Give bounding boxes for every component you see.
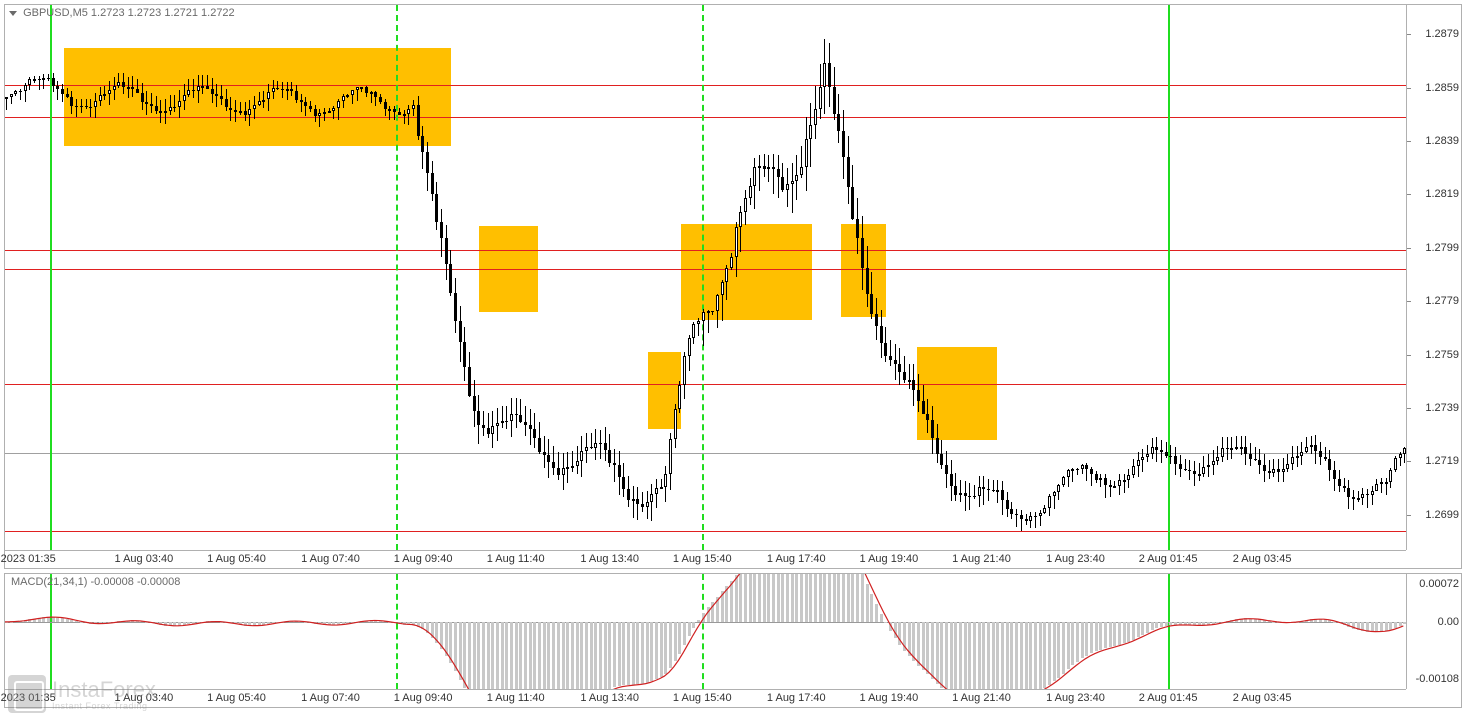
- macd-header: MACD(21,34,1) -0.00008 -0.00008: [11, 576, 180, 588]
- price-x-axis: 31 Jul 2023 01:351 Aug 03:401 Aug 05:401…: [5, 550, 1406, 568]
- chart-menu-triangle-icon[interactable]: [9, 11, 17, 16]
- watermark: InstaForex Instant Forex Trading: [8, 675, 156, 713]
- session-marker-line: [50, 5, 52, 550]
- macd-x-tick: 1 Aug 15:40: [673, 692, 732, 704]
- watermark-brand: InstaForex: [52, 677, 156, 702]
- macd-signal-line: [5, 574, 1406, 689]
- x-tick-label: 2 Aug 03:45: [1233, 553, 1292, 565]
- y-tick-label: 1.2699: [1425, 509, 1459, 521]
- highlight-zone: [917, 347, 997, 440]
- macd-x-tick: 1 Aug 17:40: [767, 692, 826, 704]
- macd-x-tick: 1 Aug 11:40: [487, 692, 545, 704]
- macd-x-tick: 1 Aug 19:40: [860, 692, 919, 704]
- x-tick-label: 1 Aug 07:40: [301, 553, 360, 565]
- price-level-line: [5, 269, 1406, 270]
- y-tick-label: 1.2759: [1425, 349, 1459, 361]
- y-tick-label: 1.2799: [1425, 242, 1459, 254]
- chart-ohlc: 1.2723 1.2723 1.2721 1.2722: [91, 7, 235, 19]
- y-tick-label: 1.2779: [1425, 295, 1459, 307]
- y-tick-label: 1.2879: [1425, 28, 1459, 40]
- chart-header: GBPUSD,M5 1.2723 1.2723 1.2721 1.2722: [9, 7, 235, 19]
- price-chart: GBPUSD,M5 1.2723 1.2723 1.2721 1.2722 1.…: [4, 4, 1462, 569]
- macd-y-tick: -0.00108: [1416, 673, 1459, 685]
- x-tick-label: 1 Aug 19:40: [860, 553, 919, 565]
- price-level-line: [5, 85, 1406, 86]
- price-y-axis: 1.2879 1.2859 1.2839 1.2819 1.2799 1.2779 1.27…: [1406, 5, 1461, 550]
- chart-symbol: GBPUSD,M5: [23, 7, 88, 19]
- x-tick-label: 1 Aug 17:40: [767, 553, 826, 565]
- macd-x-tick: 1 Aug 05:40: [207, 692, 266, 704]
- macd-panel: MACD(21,34,1) -0.00008 -0.00008 0.000720…: [4, 573, 1462, 708]
- session-marker-line: [1168, 5, 1170, 550]
- x-tick-label: 1 Aug 03:40: [115, 553, 174, 565]
- macd-x-axis: 31 Jul 2023 01:351 Aug 03:401 Aug 05:401…: [5, 689, 1406, 707]
- x-tick-label: 1 Aug 21:40: [952, 553, 1011, 565]
- x-tick-label: 2 Aug 01:45: [1139, 553, 1198, 565]
- x-tick-label: 1 Aug 11:40: [487, 553, 545, 565]
- macd-values: -0.00008 -0.00008: [90, 576, 180, 588]
- macd-y-axis: 0.00072 0.00 -0.00108: [1406, 574, 1461, 689]
- macd-y-tick: 0.00: [1438, 616, 1459, 628]
- highlight-zone: [64, 48, 451, 147]
- macd-x-tick: 1 Aug 13:40: [580, 692, 639, 704]
- current-price-line: [5, 453, 1406, 454]
- highlight-zone: [681, 224, 811, 320]
- price-area[interactable]: 1.28601.28481.27981.27911.27481.26931.27…: [5, 5, 1406, 550]
- event-marker-line: [396, 5, 398, 550]
- watermark-tagline: Instant Forex Trading: [52, 701, 156, 711]
- price-level-line: [5, 117, 1406, 118]
- price-level-line: [5, 531, 1406, 532]
- macd-x-tick: 1 Aug 07:40: [301, 692, 360, 704]
- x-tick-label: 31 Jul 2023 01:35: [0, 553, 56, 565]
- price-level-line: [5, 384, 1406, 385]
- event-marker-line: [702, 5, 704, 550]
- y-tick-label: 1.2719: [1425, 455, 1459, 467]
- x-tick-label: 1 Aug 13:40: [580, 553, 639, 565]
- macd-x-tick: 2 Aug 01:45: [1139, 692, 1198, 704]
- x-tick-label: 1 Aug 23:40: [1046, 553, 1105, 565]
- y-tick-label: 1.2739: [1425, 402, 1459, 414]
- x-tick-label: 1 Aug 15:40: [673, 553, 732, 565]
- macd-x-tick: 1 Aug 21:40: [952, 692, 1011, 704]
- watermark-logo-icon: [8, 675, 46, 713]
- price-level-line: [5, 250, 1406, 251]
- macd-title: MACD(21,34,1): [11, 576, 87, 588]
- macd-x-tick: 1 Aug 09:40: [394, 692, 453, 704]
- y-tick-label: 1.2859: [1425, 82, 1459, 94]
- macd-y-tick: 0.00072: [1419, 578, 1459, 590]
- y-tick-label: 1.2819: [1425, 188, 1459, 200]
- macd-area[interactable]: [5, 574, 1406, 689]
- macd-x-tick: 2 Aug 03:45: [1233, 692, 1292, 704]
- x-tick-label: 1 Aug 05:40: [207, 553, 266, 565]
- macd-x-tick: 1 Aug 23:40: [1046, 692, 1105, 704]
- x-tick-label: 1 Aug 09:40: [394, 553, 453, 565]
- y-tick-label: 1.2839: [1425, 135, 1459, 147]
